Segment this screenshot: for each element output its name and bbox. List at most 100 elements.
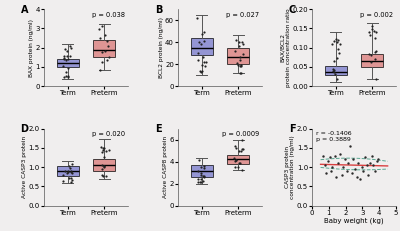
Point: [101, 165, 107, 169]
Point: [373, 30, 380, 33]
Point: [60, 173, 66, 176]
Point: [198, 177, 204, 181]
Point: [68, 46, 74, 50]
Point: [328, 42, 335, 46]
Point: [360, 169, 366, 173]
Point: [97, 68, 104, 72]
Point: [239, 53, 246, 56]
Point: [101, 164, 108, 167]
PathPatch shape: [93, 159, 115, 171]
Point: [235, 149, 242, 152]
Text: C: C: [289, 5, 296, 15]
Point: [342, 158, 348, 161]
Point: [234, 63, 241, 66]
Point: [62, 169, 68, 173]
Point: [102, 49, 108, 53]
Point: [334, 77, 341, 81]
Point: [238, 63, 244, 67]
Point: [104, 58, 110, 61]
Point: [199, 69, 205, 72]
Point: [198, 165, 204, 169]
Point: [237, 71, 243, 74]
Point: [322, 163, 328, 167]
Point: [348, 171, 355, 175]
Point: [336, 43, 343, 46]
Point: [198, 42, 205, 46]
Point: [233, 158, 239, 161]
Point: [333, 175, 340, 179]
PathPatch shape: [361, 54, 383, 67]
Point: [199, 32, 206, 35]
Point: [64, 171, 70, 175]
Point: [237, 161, 243, 165]
Point: [372, 169, 378, 173]
Point: [320, 154, 326, 157]
PathPatch shape: [57, 59, 79, 67]
Point: [336, 51, 342, 55]
Point: [368, 61, 374, 64]
Y-axis label: BAX protein (ng/ml): BAX protein (ng/ml): [29, 19, 34, 77]
Point: [198, 181, 204, 184]
Point: [198, 71, 204, 74]
Text: p = 0.0009: p = 0.0009: [222, 131, 259, 137]
Point: [331, 39, 338, 43]
Point: [367, 161, 373, 165]
Point: [355, 161, 362, 165]
Text: p = 0.002: p = 0.002: [360, 12, 394, 18]
Point: [372, 77, 379, 80]
Point: [323, 171, 330, 175]
Point: [102, 33, 108, 36]
Point: [330, 59, 337, 63]
Point: [99, 24, 106, 28]
Y-axis label: BCL2 protein (ng/ml): BCL2 protein (ng/ml): [158, 17, 164, 78]
Point: [233, 159, 240, 162]
Point: [237, 55, 243, 59]
Text: F: F: [289, 124, 295, 134]
Point: [239, 139, 245, 142]
Point: [334, 47, 341, 51]
Point: [103, 149, 109, 153]
Point: [330, 67, 336, 71]
Point: [197, 173, 204, 177]
Point: [100, 148, 107, 152]
Text: B: B: [155, 5, 162, 15]
Point: [239, 147, 246, 150]
Point: [65, 170, 72, 173]
PathPatch shape: [191, 165, 213, 177]
Point: [60, 179, 66, 183]
Point: [194, 58, 201, 62]
Point: [104, 40, 110, 43]
Point: [367, 33, 374, 36]
Point: [103, 174, 109, 178]
PathPatch shape: [325, 66, 347, 76]
Text: A: A: [20, 5, 28, 15]
Point: [337, 152, 343, 155]
Point: [99, 174, 106, 177]
Point: [106, 55, 112, 59]
Point: [352, 167, 358, 171]
Point: [68, 180, 74, 184]
Point: [350, 158, 356, 161]
Y-axis label: Active CASP3 protein: Active CASP3 protein: [22, 136, 27, 198]
Point: [372, 57, 378, 61]
Point: [335, 38, 341, 42]
Point: [196, 40, 202, 44]
Point: [96, 27, 102, 31]
Point: [237, 64, 243, 68]
Point: [60, 64, 67, 68]
Point: [198, 171, 204, 175]
Text: p = 0.038: p = 0.038: [92, 12, 125, 18]
Point: [230, 156, 237, 159]
Text: D: D: [20, 124, 28, 134]
Point: [65, 75, 72, 79]
Text: r = -0.1406
p = 0.3889: r = -0.1406 p = 0.3889: [316, 131, 351, 142]
Point: [66, 176, 73, 179]
Point: [370, 163, 376, 167]
Point: [364, 163, 370, 167]
Point: [368, 154, 375, 157]
Point: [236, 161, 242, 164]
Point: [195, 177, 201, 181]
Point: [328, 169, 334, 173]
Point: [200, 56, 206, 59]
Point: [326, 156, 333, 159]
